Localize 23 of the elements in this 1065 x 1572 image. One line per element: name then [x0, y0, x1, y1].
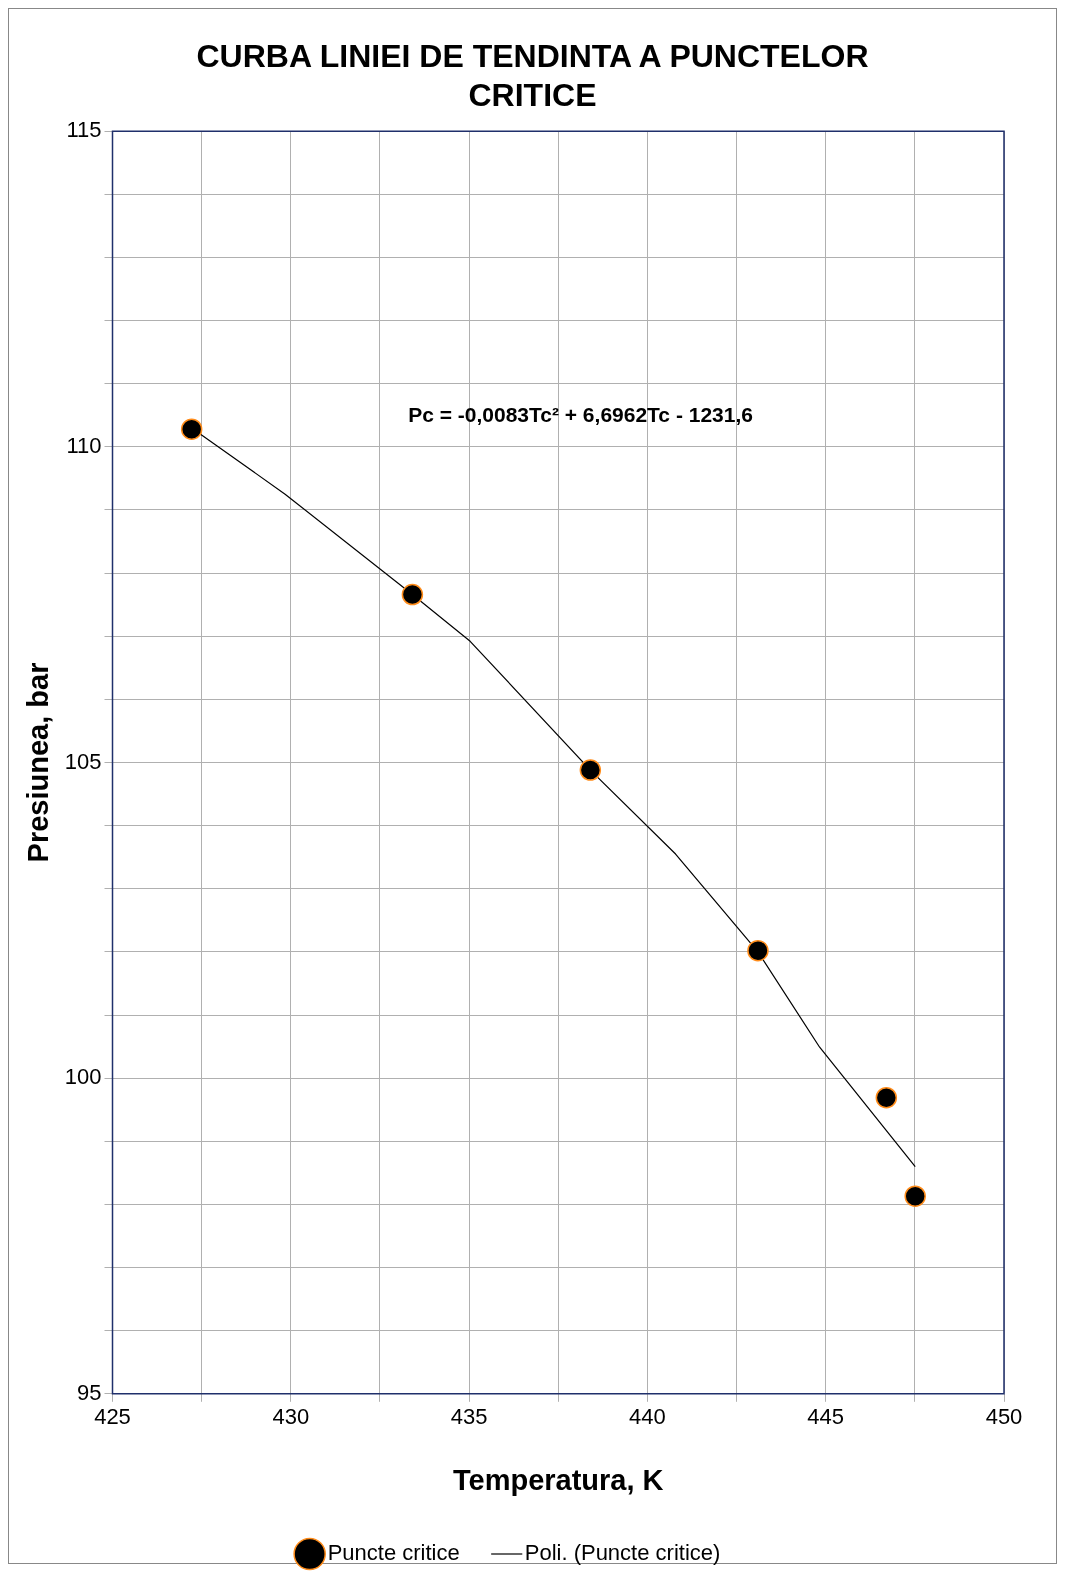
y-tick-label: 100 [64, 1064, 102, 1090]
x-tick-label: 425 [94, 1404, 131, 1430]
x-axis-title: Temperatura, K [452, 1463, 664, 1496]
point [180, 418, 203, 440]
chart-title: CURBA LINIEI DE TENDINTA A PUNCTELOR CRITICE [195, 37, 870, 115]
point [401, 583, 424, 606]
x-tick-label: 440 [629, 1404, 666, 1430]
x-tick-label: 430 [272, 1404, 310, 1430]
x-tick-label: 450 [985, 1404, 1023, 1430]
legend-label: Poli. (Puncte critice) [524, 1540, 721, 1566]
y-axis-title: Presiunea, bar [22, 662, 55, 863]
y-tick-label: 105 [64, 748, 102, 774]
point [747, 939, 769, 962]
y-tick-label: 110 [66, 432, 102, 458]
x-tick-label: 435 [450, 1404, 488, 1430]
y-tick-label: 95 [77, 1379, 102, 1405]
point [579, 759, 602, 781]
x-tick-label: 445 [807, 1404, 845, 1430]
point [904, 1185, 926, 1207]
y-tick-label: 115 [66, 117, 102, 143]
annotation: Pc = -0,0083Tc² + 6,6962Tc - 1231,6 [408, 403, 753, 427]
legend-label: Puncte critice [327, 1540, 460, 1566]
point [875, 1086, 898, 1109]
